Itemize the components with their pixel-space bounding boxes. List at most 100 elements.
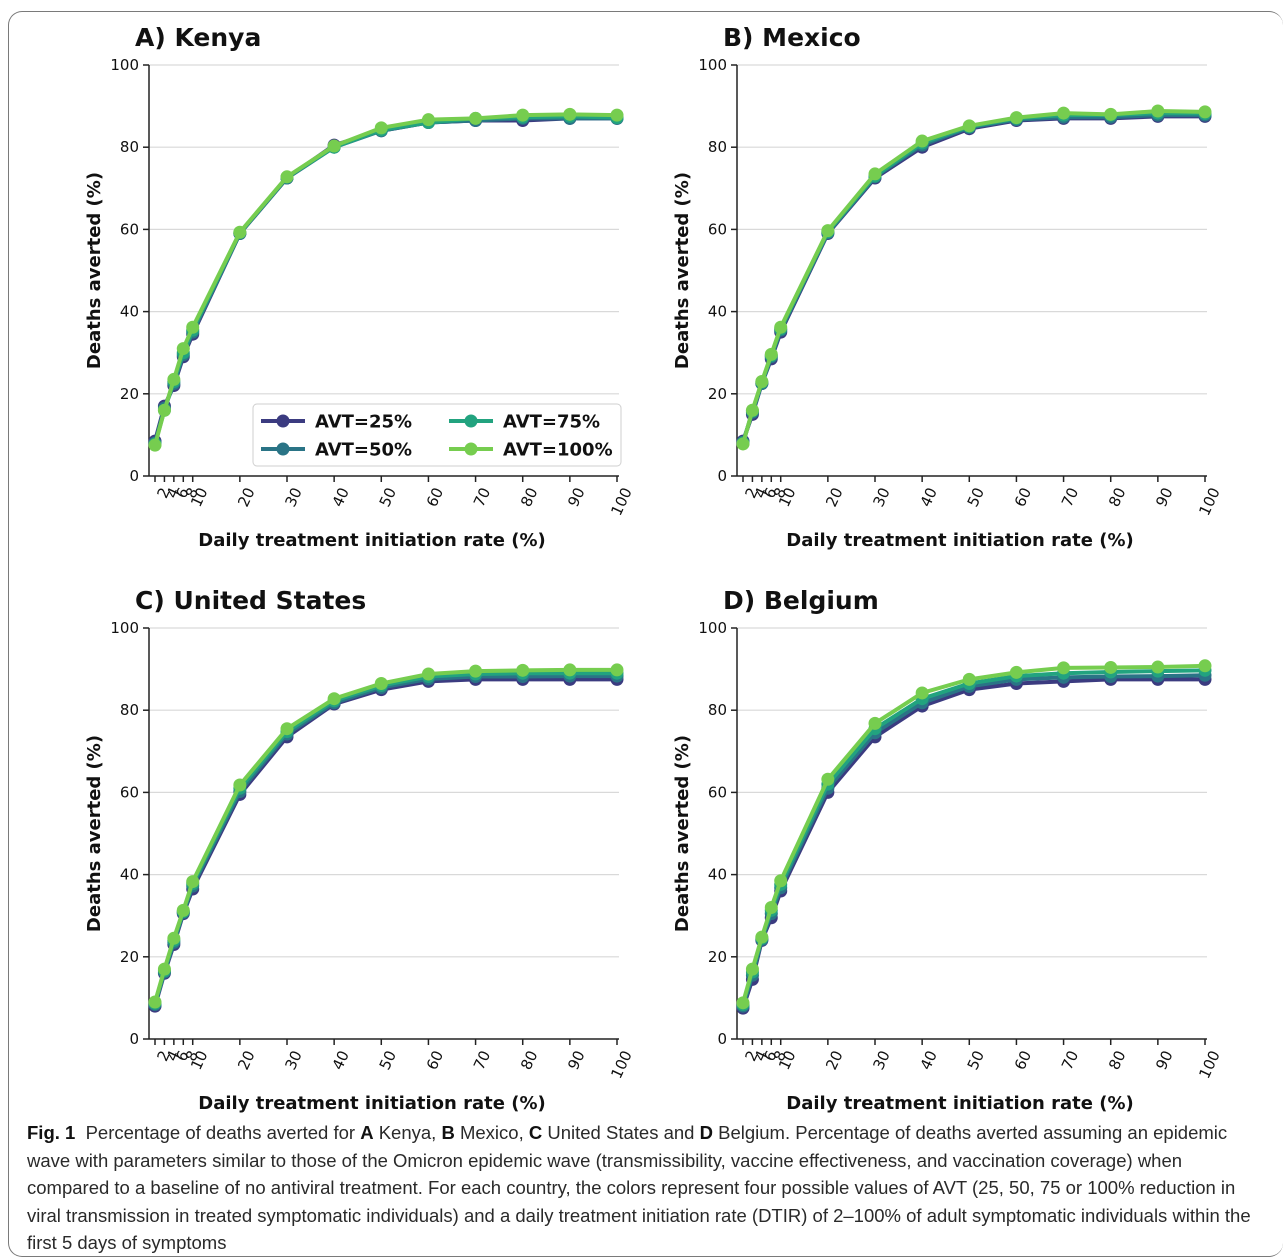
y-tick-label: 100 [698,56,727,74]
y-tick-label: 60 [708,783,727,801]
data-point [962,672,976,686]
x-tick-label: 90 [1152,1048,1176,1073]
data-point [186,875,200,889]
caption-fig-label: Fig. 1 [27,1122,76,1143]
y-tick-label: 100 [110,56,139,74]
legend-marker [464,442,478,456]
data-point [157,403,171,417]
x-tick-label: 80 [517,485,541,510]
x-axis-label: Daily treatment initiation rate (%) [198,1093,545,1114]
y-tick-label: 80 [120,701,139,719]
data-point [167,372,181,386]
x-tick-label: 70 [1058,485,1082,510]
data-point [1057,106,1071,120]
series-line-AVT=75% [153,114,618,445]
y-tick-label: 60 [708,220,727,238]
x-tick-label: 90 [1152,485,1176,510]
data-point [821,772,835,786]
data-point [764,347,778,361]
x-tick-label: 60 [1011,1048,1035,1073]
y-tick-label: 40 [708,303,727,321]
x-tick-label: 80 [517,1048,541,1073]
legend-marker [464,414,478,428]
data-point [563,107,577,121]
data-point [764,900,778,914]
x-tick-label: 20 [234,485,258,510]
x-tick-label: 50 [376,485,400,510]
data-point [736,437,750,451]
data-point [962,119,976,133]
data-point [1009,665,1023,679]
x-tick-label: 30 [281,1048,305,1073]
x-tick-label: 70 [470,485,494,510]
data-point [148,438,162,452]
x-tick-label: 100 [607,485,635,519]
data-point [736,996,750,1010]
y-tick-label: 20 [708,385,727,403]
series-line-AVT=100% [153,667,617,1003]
panel-title: D) Belgium [723,586,879,615]
legend-label: AVT=100% [503,440,613,461]
data-point [1104,107,1118,121]
x-tick-label: 60 [423,1048,447,1073]
caption-letter-c: C [528,1122,543,1143]
legend-marker [276,442,290,456]
x-tick-label: 50 [964,485,988,510]
data-point [563,663,577,677]
y-tick-label: 100 [698,619,727,637]
y-tick-label: 80 [708,701,727,719]
y-tick-label: 20 [120,948,139,966]
caption-text-2: Kenya, [373,1122,442,1143]
legend: AVT=25% AVT=75% AVT=50% AVT=100% [252,403,622,467]
x-tick-label: 90 [564,485,588,510]
data-point [745,962,759,976]
series-line-AVT=100% [153,112,618,446]
data-point [1104,660,1118,674]
x-tick-label: 40 [917,485,941,510]
data-point [1057,661,1071,675]
series-line-AVT=50% [153,674,617,1006]
y-tick-label: 0 [129,1030,139,1048]
x-tick-label: 40 [329,485,353,510]
caption-letter-b: B [441,1122,455,1143]
x-tick-label: 50 [964,1048,988,1073]
series-line-AVT=25% [741,677,1205,1009]
y-axis-label: Deaths averted (%) [672,172,693,369]
data-point [915,134,929,148]
caption-letter-d: D [699,1122,713,1143]
data-point [516,663,530,677]
series-line-AVT=75% [153,671,617,1004]
y-tick-label: 20 [120,385,139,403]
series-line-AVT=25% [741,114,1205,442]
legend-label: AVT=50% [315,440,412,461]
caption-letter-a: A [360,1122,374,1143]
data-point [374,676,388,690]
caption-text-4: United States and [542,1122,700,1143]
data-point [1009,111,1023,125]
data-point [868,716,882,730]
x-tick-label: 100 [1195,485,1223,519]
x-tick-label: 70 [1058,1048,1082,1073]
x-tick-label: 30 [869,485,893,510]
data-point [469,664,483,678]
y-tick-label: 20 [708,948,727,966]
data-point [280,722,294,736]
data-point [610,108,624,122]
data-point [755,374,769,388]
legend-box [252,403,622,467]
x-tick-label: 50 [376,1048,400,1073]
caption-text-1: Percentage of deaths averted for [85,1122,361,1143]
x-tick-label: 80 [1105,485,1129,510]
y-axis-label: Deaths averted (%) [84,735,105,932]
data-point [327,692,341,706]
y-tick-label: 80 [120,138,139,156]
series-line-AVT=75% [741,668,1206,1006]
series-line-AVT=25% [153,116,617,442]
y-tick-label: 0 [129,467,139,485]
x-tick-label: 20 [822,1048,846,1073]
data-point [233,225,247,239]
y-axis-label: Deaths averted (%) [84,172,105,369]
